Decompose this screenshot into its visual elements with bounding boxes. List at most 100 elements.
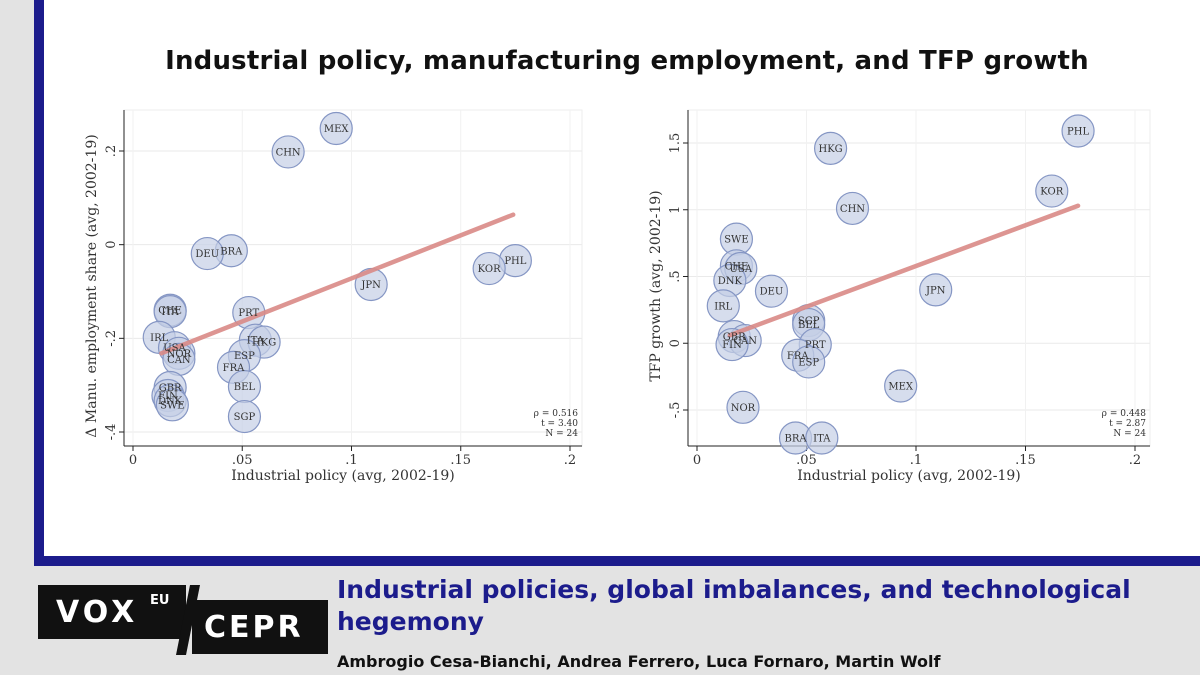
x-tick-label: .1 [345,453,357,468]
data-point-nor [726,390,760,424]
data-point-sgp [227,399,262,434]
data-point-chn [271,135,305,169]
data-label-esp: ESP [234,351,255,362]
x-tick-label: .1 [910,453,922,468]
y-tick-label: 1 [668,206,683,214]
data-label-hkg: HKG [252,338,276,349]
data-point-swe [155,388,189,422]
data-label-ita: ITA [161,307,179,318]
data-label-gbr: GBR [159,383,182,394]
stats-line: t = 3.40 [541,419,578,429]
data-label-deu: DEU [195,249,219,260]
plot-area [687,109,1151,447]
x-tick-label: .05 [232,453,253,468]
data-label-ita: ITA [247,336,265,347]
eu-logo-text: EU [150,593,170,608]
data-point-hkg [813,131,848,165]
data-label-mex: MEX [324,124,350,135]
data-label-che: CHE [158,306,182,317]
x-tick-label: 0 [693,453,701,468]
cepr-logo[interactable]: CEPR [192,600,328,654]
y-tick-label: .2 [104,145,119,157]
scatter-chart-1: -.4 -.2 0 .2 0 .05 .1 .15 .2 Industrial policy (a… [84,109,583,484]
voxeu-logo[interactable]: VOX EU [38,585,186,639]
data-label-esp: ESP [798,357,819,368]
x-tick-label: .15 [450,453,471,468]
data-label-fra: FRA [787,351,809,362]
data-label-kor: KOR [478,264,501,275]
data-label-deu: DEU [760,287,784,298]
cepr-logo-text: CEPR [204,610,304,645]
data-point-chn [835,191,870,226]
data-point-phl [1061,114,1095,148]
data-label-dnk: DNK [158,396,183,407]
data-label-kor: KOR [1040,187,1063,198]
data-point-kor [472,251,506,286]
data-label-bra: BRA [784,434,807,445]
article-authors: Ambrogio Cesa-Bianchi, Andrea Ferrero, L… [337,652,941,671]
data-label-irl: IRL [714,301,732,312]
data-label-usa: USA [730,264,753,275]
data-label-chn: CHN [276,147,301,158]
data-label-che: CHE [725,261,749,272]
data-label-bel: BEL [798,320,820,331]
x-tick-label: .2 [1129,453,1141,468]
data-label-prt: PRT [805,340,826,351]
y-axis-title: TFP growth (avg, 2002-19) [648,190,664,381]
data-label-phl: PHL [504,256,526,267]
x-axis-title: Industrial policy (avg, 2002-19) [231,468,455,484]
y-tick-label: -.2 [104,330,119,347]
y-tick-label: -.5 [668,402,683,419]
data-label-nor: NOR [167,349,192,360]
data-point-deu [754,274,789,308]
data-label-chn: CHN [840,204,865,215]
data-point-jpn [919,273,953,307]
stats-line: t = 2.87 [1109,419,1146,429]
data-point-mex [319,111,353,146]
data-label-dnk: DNK [718,276,743,287]
article-title[interactable]: Industrial policies, global imbalances, … [337,575,1131,636]
data-label-prt: PRT [238,308,259,319]
data-label-gbr: GBR [723,332,746,343]
data-label-sgp: SGP [798,316,820,327]
y-tick-label: 0 [668,339,683,347]
x-axis-title: Industrial policy (avg, 2002-19) [797,468,1021,484]
stats-line: ρ = 0.448 [1102,409,1147,419]
data-label-can: CAN [733,336,757,347]
data-point-deu [190,236,224,271]
y-tick-label: -.4 [104,424,119,441]
data-label-fra: FRA [223,363,245,374]
data-label-irl: IRL [150,333,168,344]
y-tick-label: .5 [668,270,683,282]
slide-title: Industrial policy, manufacturing employm… [165,46,1089,76]
data-point-fin [715,327,749,362]
data-label-swe: SWE [160,400,184,411]
data-label-bel: BEL [234,382,256,393]
data-label-mex: MEX [888,381,914,392]
x-tick-label: .05 [796,453,817,468]
fit-line [727,203,1081,338]
stats-line: N = 24 [545,429,578,439]
data-label-fin: FIN [722,340,742,351]
data-point-irl [706,289,740,323]
data-point-kor [1035,174,1069,208]
data-label-jpn: JPN [360,280,381,291]
data-label-ita: ITA [813,434,831,445]
vox-logo-text: VOX [56,595,139,630]
data-label-phl: PHL [1067,126,1089,137]
stats-line: ρ = 0.516 [534,409,579,419]
data-label-hkg: HKG [818,144,842,155]
y-tick-label: 1.5 [668,133,683,154]
data-label-swe: SWE [724,235,748,246]
data-label-nor: NOR [731,403,756,414]
data-point-esp [792,345,826,379]
data-label-sgp: SGP [234,412,256,423]
charts-area: -.4 -.2 0 .2 0 .05 .1 .15 .2 Industrial policy (a… [84,109,1151,484]
fit-line [159,212,516,356]
data-label-jpn: JPN [925,285,946,296]
data-label-can: CAN [167,355,191,366]
data-label-bra: BRA [220,246,243,257]
data-point-mex [884,369,918,403]
x-tick-label: .2 [564,453,576,468]
y-axis-title: Δ Manu. employment share (avg, 2002-19) [84,134,100,437]
